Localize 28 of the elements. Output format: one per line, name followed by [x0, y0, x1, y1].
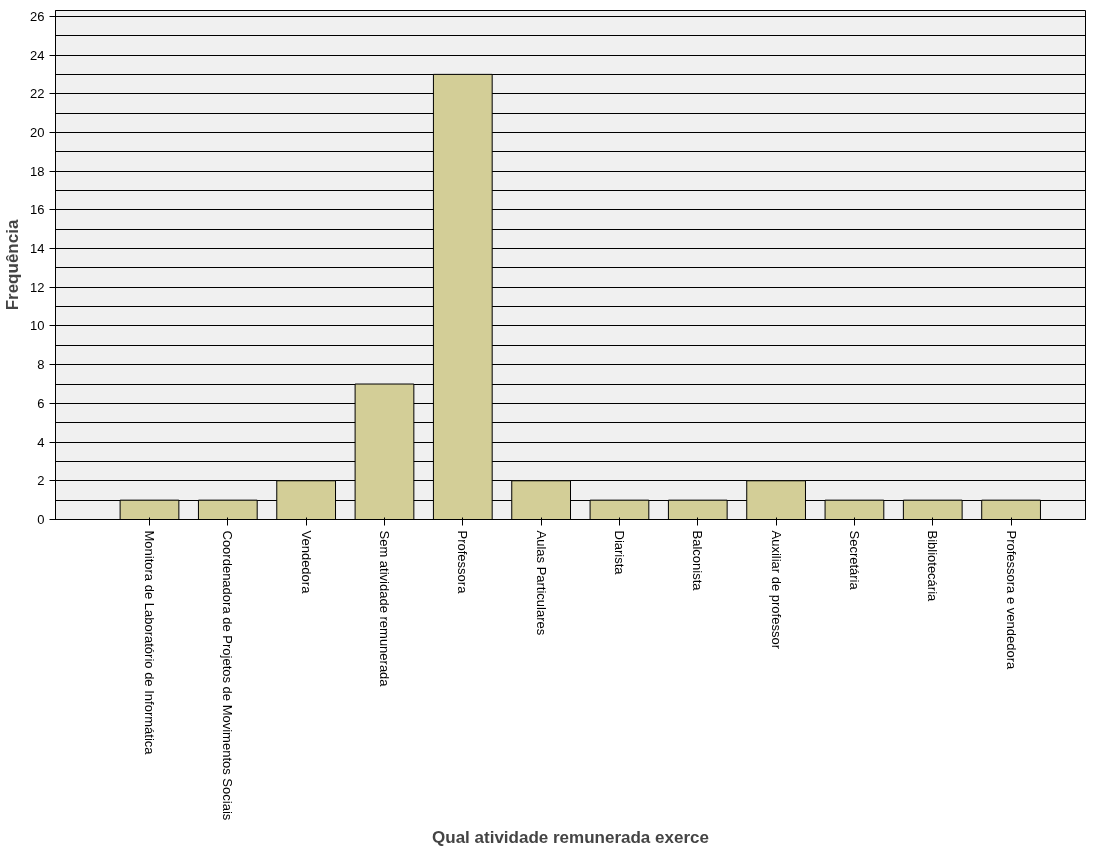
y-tick-label: 4: [37, 434, 45, 450]
x-tick-label: Diarista: [611, 530, 627, 576]
y-tick-label: 8: [37, 357, 45, 373]
y-tick-label: 22: [30, 86, 45, 102]
y-tick-label: 14: [30, 241, 45, 257]
y-tick-label: 20: [30, 124, 45, 140]
x-tick-label: Monitora de Laboratório de Informática: [141, 530, 157, 756]
y-tick-label: 10: [30, 318, 45, 334]
y-tick-label: 26: [30, 8, 45, 24]
x-tick-label: Auxiliar de professor: [768, 530, 784, 650]
x-tick-label: Bibliotecária: [925, 530, 941, 603]
x-tick-label: Vendedora: [298, 530, 314, 595]
x-axis-title: Qual atividade remunerada exerce: [432, 828, 709, 848]
y-axis-title: Frequência: [3, 219, 23, 311]
x-tick-label: Aulas Particulares: [533, 530, 549, 636]
x-tick-label: Secretária: [846, 530, 862, 591]
y-tick-label: 24: [30, 47, 45, 63]
y-tick-label: 2: [37, 473, 45, 489]
x-tick-label: Balconista: [690, 530, 706, 592]
x-tick-label: Professora: [455, 530, 471, 595]
x-tick-label: Professora e vendedora: [1003, 530, 1019, 671]
y-tick-label: 12: [30, 279, 45, 295]
x-tick-label: Coordenadora de Projetos de Movimentos Sociais: [220, 530, 236, 821]
y-tick-label: 16: [30, 202, 45, 218]
y-tick-label: 0: [37, 512, 45, 527]
y-tick-label: 6: [37, 395, 45, 411]
x-tick-label: Sem atividade remunerada: [376, 530, 392, 688]
y-tick-label: 18: [30, 163, 45, 179]
